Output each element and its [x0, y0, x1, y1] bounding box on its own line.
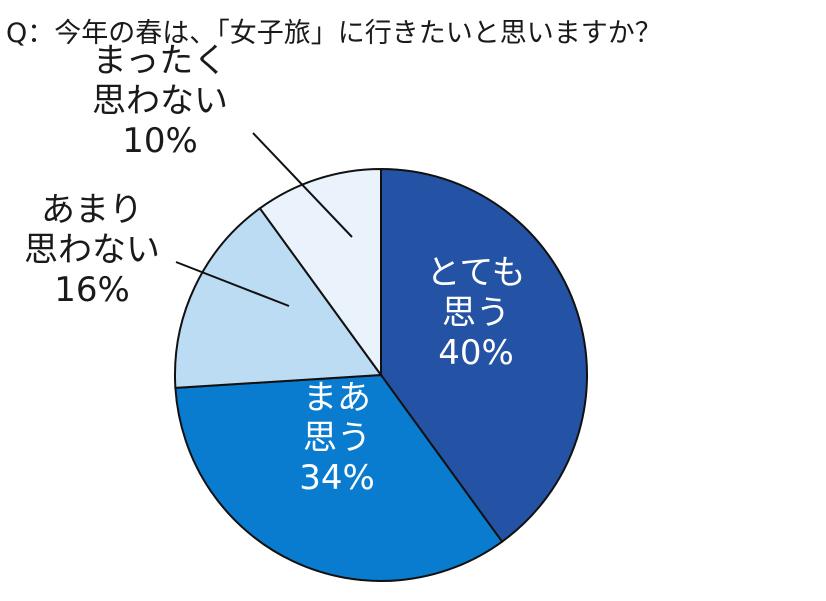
leader-lines — [175, 132, 353, 307]
slice-label-line: 思わない — [24, 230, 160, 270]
slice-label-line: 10% — [122, 121, 198, 161]
slice-label-line: まあ — [303, 378, 371, 418]
slice-label-line: 34% — [299, 458, 375, 498]
slice-label-line: まったく — [93, 41, 228, 81]
slice-label-line: とても — [426, 253, 525, 293]
slice-label-line: 思わない — [92, 81, 228, 121]
slice-label-line: 40% — [438, 333, 514, 373]
slice-label-line: 思う — [303, 418, 371, 458]
slice-label-line: あまり — [41, 190, 143, 230]
leader-line-3 — [175, 261, 290, 307]
pie-slice-4 — [258, 167, 382, 379]
slice-label-1: とても思う 40% — [426, 253, 525, 373]
slice-label-2: まあ思う 34% — [299, 378, 375, 498]
slice-label-line: 思う — [442, 293, 510, 333]
slice-label-3: あまり思わない 16% — [24, 190, 160, 310]
slice-labels: とても思う 40%まあ思う 34%あまり思わない 16%まったく思わない 10% — [24, 41, 526, 498]
chart-title: Q：今年の春は、「女子旅」に行きたいと思いますか？ — [6, 18, 662, 49]
slice-label-4: まったく思わない 10% — [92, 41, 228, 161]
pie-slice-2 — [174, 373, 504, 582]
leader-line-4 — [252, 132, 353, 238]
pie-slice-1 — [380, 167, 588, 544]
pie-slice-3 — [174, 206, 383, 389]
slice-label-line: 16% — [54, 270, 130, 310]
pie-slices — [174, 167, 588, 582]
